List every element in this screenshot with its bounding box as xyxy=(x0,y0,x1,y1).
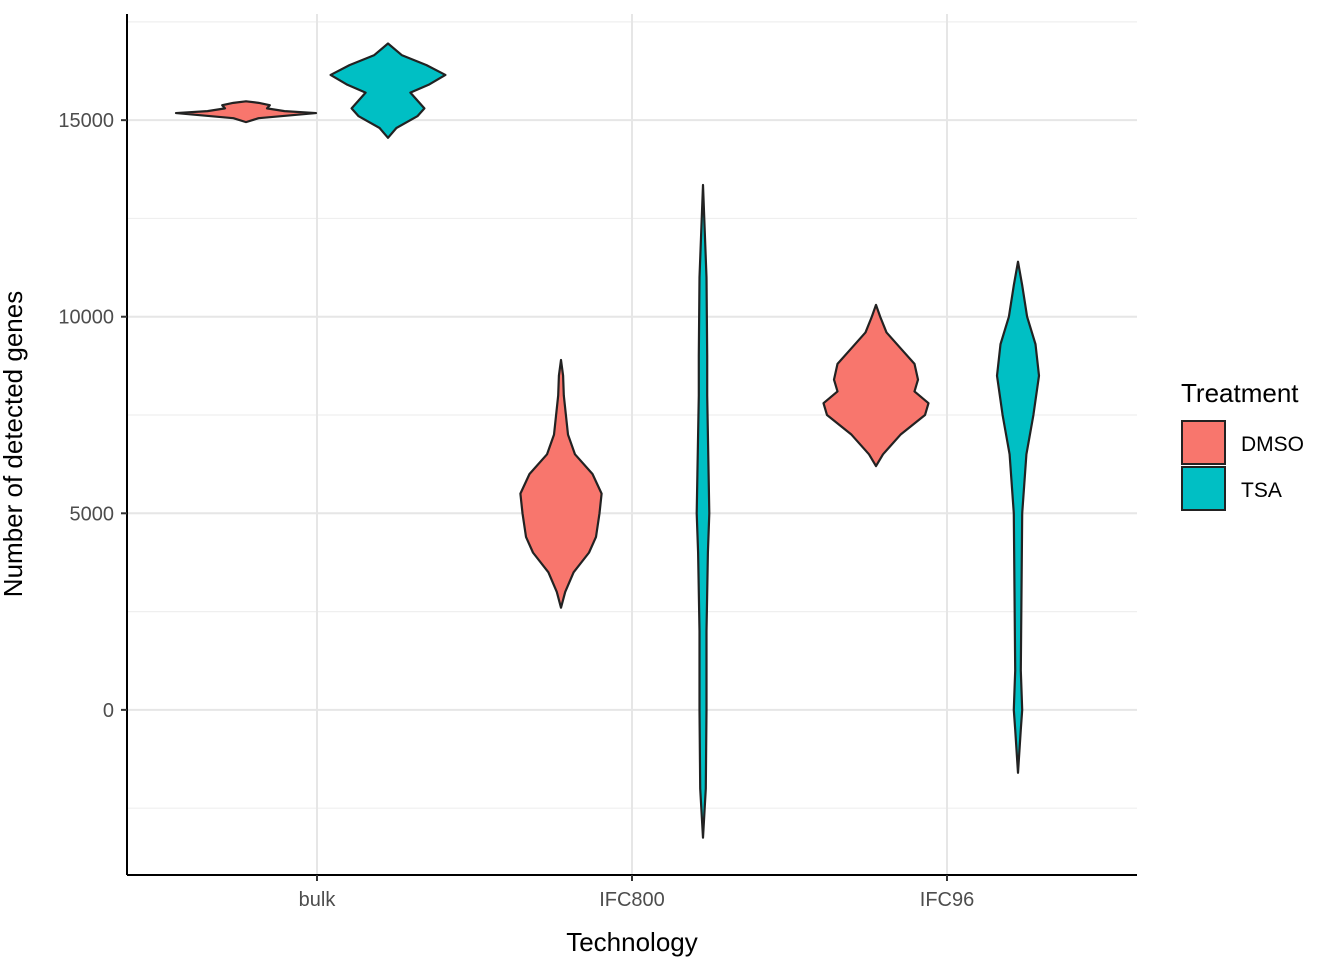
legend-entries: DMSO TSA xyxy=(1181,420,1304,511)
x-tick-label: IFC800 xyxy=(599,889,665,911)
violin-dmso-bulk xyxy=(174,100,318,124)
violin-layer xyxy=(174,42,1041,839)
y-axis-title: Number of detected genes xyxy=(0,291,28,597)
x-tick-label: IFC96 xyxy=(920,889,974,911)
legend: Treatment DMSO TSA xyxy=(1181,378,1304,511)
legend-key-dmso xyxy=(1181,420,1226,465)
y-tick-label: 10000 xyxy=(58,307,114,329)
legend-title: Treatment xyxy=(1181,378,1299,408)
y-tick-label: 5000 xyxy=(70,503,115,525)
legend-label-tsa: TSA xyxy=(1241,479,1282,502)
x-tick-label: bulk xyxy=(299,889,337,911)
violin-tsa-bulk xyxy=(329,42,447,139)
violin-tsa-ifc96 xyxy=(995,260,1041,774)
y-tick-label: 0 xyxy=(103,700,114,722)
violin-tsa-ifc800 xyxy=(695,183,711,839)
tick-layer: 0 5000 10000 15000 bulk IFC800 IFC96 xyxy=(58,110,974,911)
y-tick-label: 15000 xyxy=(58,110,114,132)
x-axis-title: Technology xyxy=(566,927,698,957)
violin-dmso-ifc96 xyxy=(822,303,930,468)
violin-dmso-ifc800 xyxy=(519,358,603,609)
legend-label-dmso: DMSO xyxy=(1241,433,1304,456)
grid-layer xyxy=(127,14,1137,875)
legend-key-tsa xyxy=(1181,466,1226,511)
